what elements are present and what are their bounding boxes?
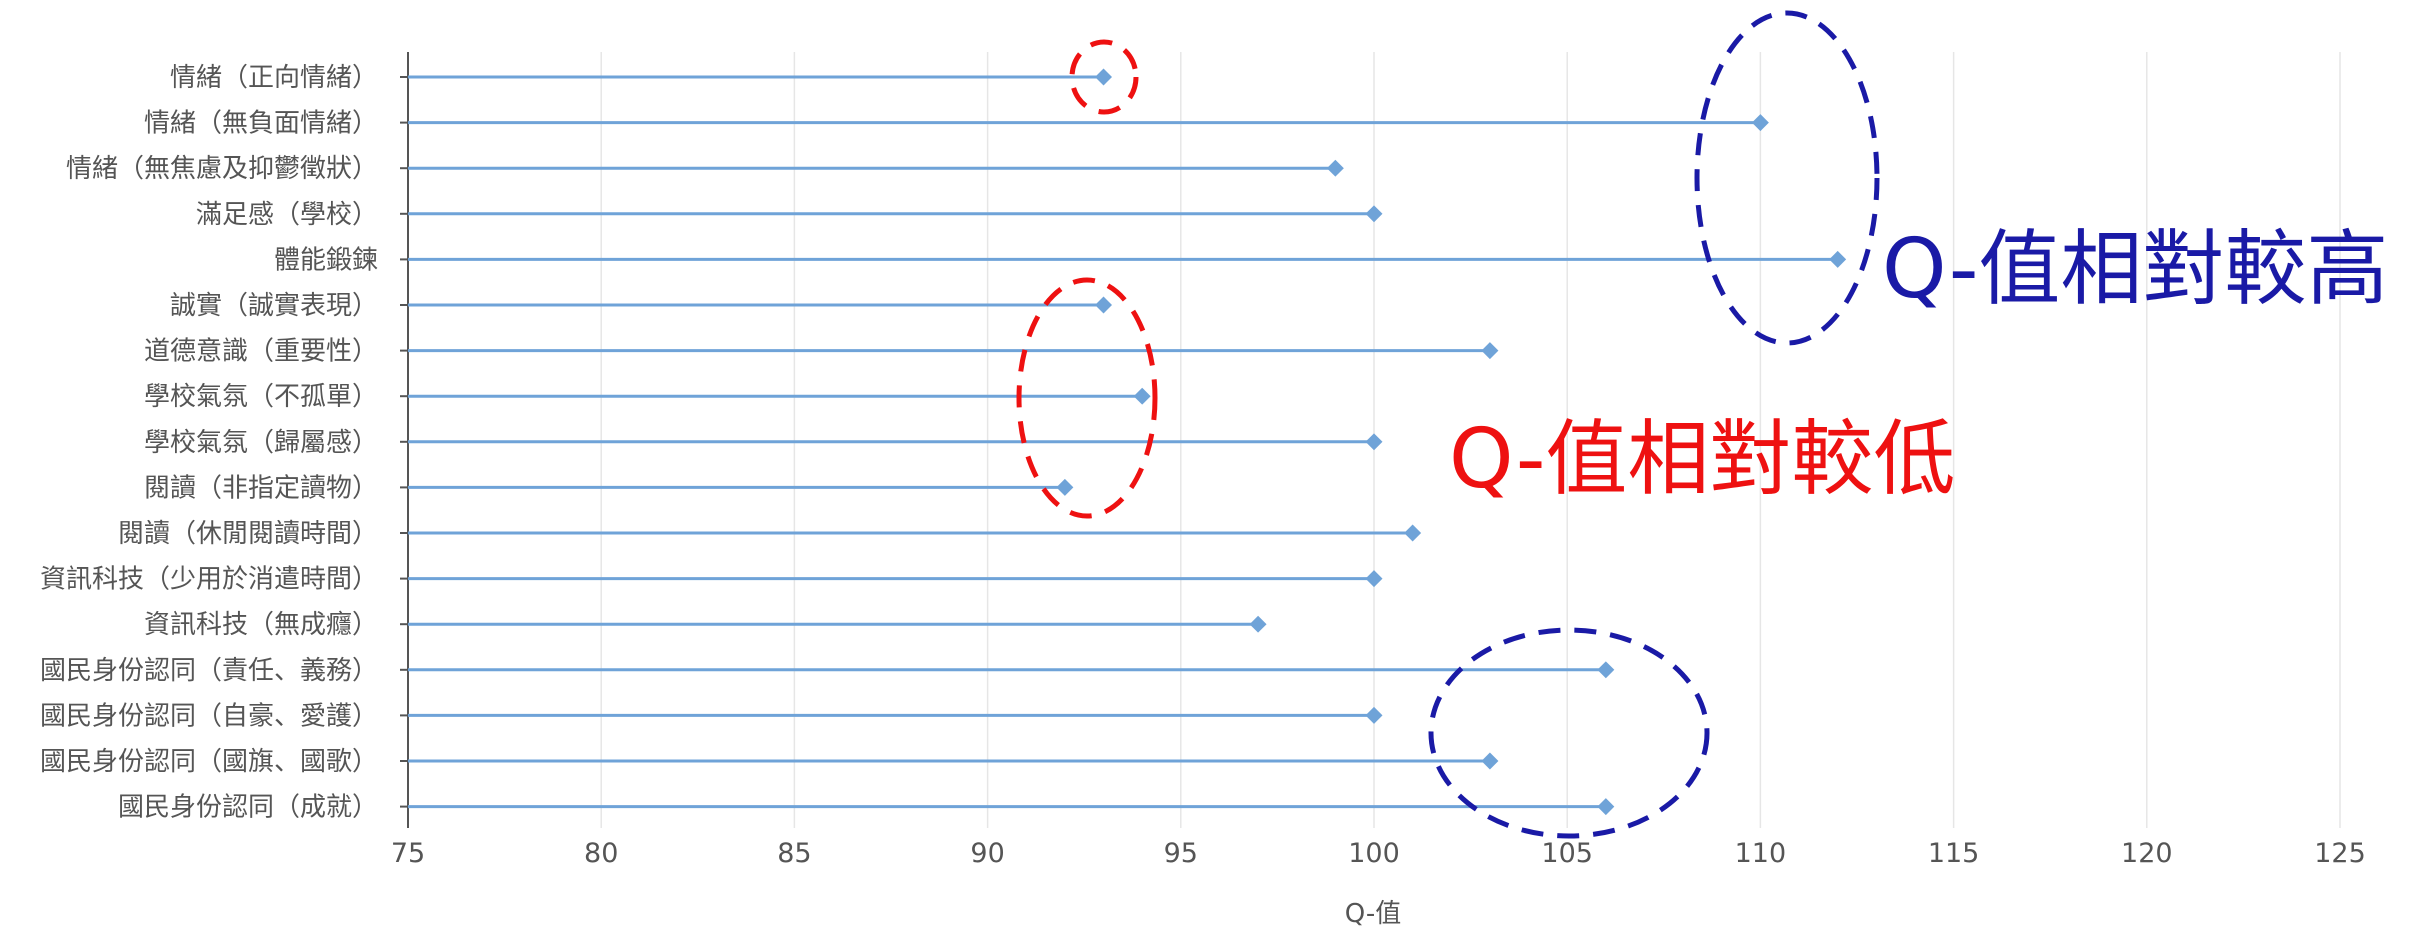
category-label: 滿足感（學校） [196,200,378,230]
category-label: 體能鍛鍊 [274,245,378,275]
lollipop-marker [1365,205,1383,223]
category-label: 道德意識（重要性） [144,337,378,367]
lollipop-marker [1481,342,1499,360]
highlight-circle-low-small [1069,39,1139,115]
category-label: 國民身份認同（責任、義務） [40,656,378,686]
x-tick-label: 120 [2121,838,2173,869]
axis-layer [400,52,409,828]
x-tick-label: 80 [584,838,618,869]
mark-layer [408,68,1847,816]
x-tick-label: 110 [1735,838,1787,869]
highlight-circle-high-bottom [1428,627,1710,839]
lollipop-marker [1597,661,1615,679]
category-label: 國民身份認同（國旗、國歌） [40,747,378,777]
lollipop-marker [1249,615,1267,633]
lollipop-marker [1365,706,1383,724]
x-tick-label: 90 [970,838,1004,869]
annotation-layer: Q-值相對較高 Q-值相對較低 [1016,10,2388,839]
label-layer: 75 80 85 90 95 100 105 110 115 120 125 情緒（正向情緒） 情緒（無… [40,63,2366,869]
category-label: 學校氣氛（不孤單） [144,382,378,412]
x-tick-label: 75 [391,838,425,869]
category-label: 情緒（無負面情緒） [144,109,378,139]
annotation-high-text: Q-值相對較高 [1882,222,2388,317]
lollipop-marker [1751,114,1769,132]
lollipop-marker [1597,798,1615,816]
x-tick-label: 100 [1348,838,1400,869]
x-axis-title: Q-值 [1345,899,1402,929]
x-tick-label: 85 [777,838,811,869]
category-label: 誠實（誠實表現） [170,291,378,321]
category-label: 資訊科技（少用於消遣時間） [40,565,378,595]
lollipop-marker [1481,752,1499,770]
lollipop-marker [1133,387,1151,405]
x-tick-label: 95 [1164,838,1198,869]
lollipop-marker [1365,570,1383,588]
category-label: 學校氣氛（歸屬感） [144,428,378,458]
x-tick-label: 105 [1541,838,1593,869]
x-tick-label: 115 [1928,838,1980,869]
highlight-circle-low-large [1016,277,1158,519]
category-label: 情緒（正向情緒） [170,63,378,93]
category-label: 情緒（無焦慮及抑鬱徵狀） [66,154,378,184]
lollipop-marker [1056,478,1074,496]
lollipop-marker [1095,296,1113,314]
category-label: 國民身份認同（成就） [118,793,378,823]
category-label: 資訊科技（無成癮） [144,610,378,640]
lollipop-marker [1326,159,1344,177]
lollipop-marker [1095,68,1113,86]
lollipop-marker [1829,250,1847,268]
lollipop-marker [1365,433,1383,451]
category-label: 閱讀（非指定讀物） [144,473,378,503]
category-label: 國民身份認同（自豪、愛護） [40,701,378,731]
lollipop-marker [1404,524,1422,542]
annotation-low-text: Q-值相對較低 [1449,412,1955,507]
x-tick-label: 125 [2314,838,2366,869]
category-label: 閱讀（休閒閱讀時間） [118,519,378,549]
highlight-circle-high-top [1694,10,1880,346]
